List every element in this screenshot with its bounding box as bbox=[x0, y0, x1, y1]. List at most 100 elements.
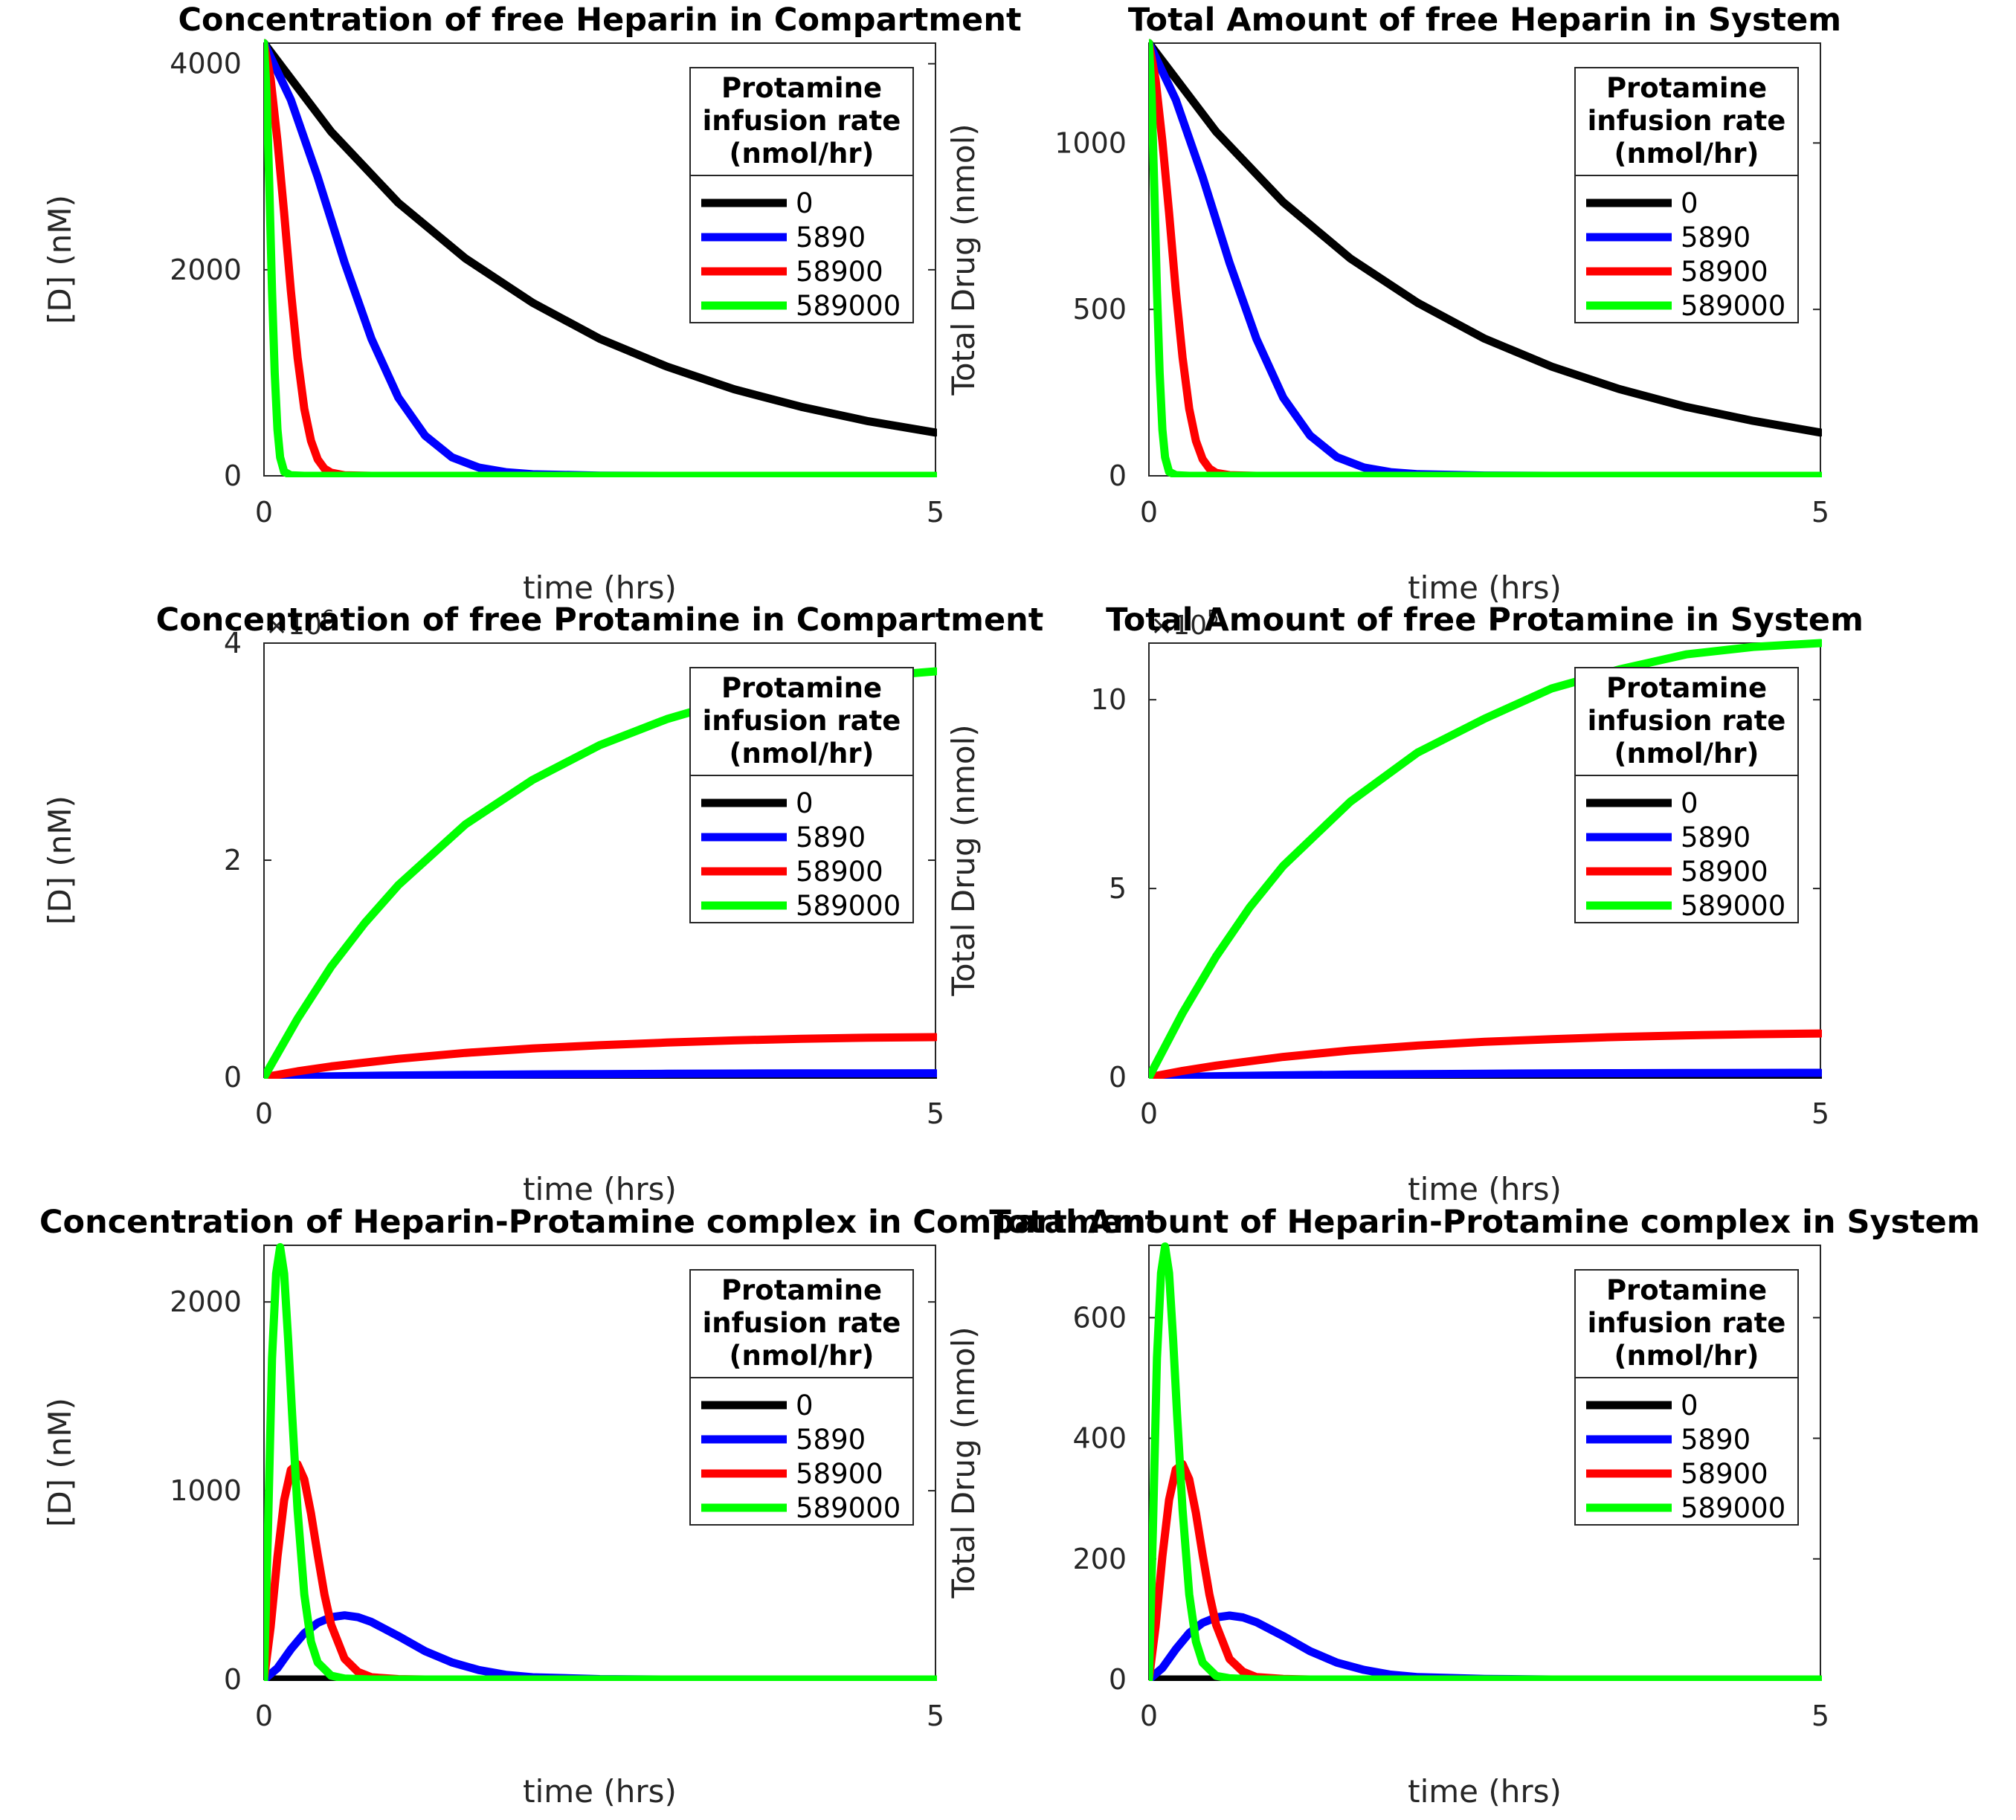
y-tick-label: 0 bbox=[1109, 1663, 1127, 1696]
y-tick-label: 500 bbox=[1072, 293, 1127, 326]
x-tick-label: 0 bbox=[1140, 1700, 1158, 1732]
legend-box bbox=[689, 667, 914, 923]
x-tick-label: 5 bbox=[1811, 1097, 1829, 1130]
legend-title-line: infusion rate bbox=[703, 105, 901, 137]
series-group bbox=[1149, 39, 1822, 477]
series-line-589000 bbox=[1149, 1242, 1822, 1681]
x-tick-label: 0 bbox=[255, 1097, 273, 1130]
x-axis-label: time (hrs) bbox=[523, 1773, 677, 1810]
legend-entry-58900: 58900 bbox=[796, 256, 883, 288]
legend-title-line: (nmol/hr) bbox=[730, 1340, 875, 1372]
legend-entry-0: 0 bbox=[1681, 1390, 1698, 1422]
y-tick-label: 0 bbox=[224, 459, 242, 492]
series-group bbox=[264, 1243, 937, 1681]
series-line-589000 bbox=[1149, 639, 1822, 1079]
legend-entry-5890: 5890 bbox=[1681, 222, 1751, 254]
y-tick-label: 1000 bbox=[1054, 126, 1127, 159]
y-tick-label: 0 bbox=[1109, 1061, 1127, 1094]
legend-entry-0: 0 bbox=[796, 1390, 814, 1422]
y-axis-label: Total Drug (nmol) bbox=[945, 1326, 982, 1598]
legend-entry-0: 0 bbox=[1681, 187, 1698, 219]
x-tick-label: 0 bbox=[1140, 496, 1158, 529]
series-line-5890 bbox=[1149, 1068, 1822, 1079]
series-line-58900 bbox=[264, 1033, 937, 1079]
legend-entry-58900: 58900 bbox=[1681, 856, 1768, 888]
y-tick-label: 2 bbox=[224, 844, 242, 877]
y-tick-label: 1000 bbox=[170, 1474, 242, 1507]
series-line-5890 bbox=[264, 1069, 937, 1079]
series-line-589000 bbox=[1149, 39, 1822, 477]
y-tick-label: 600 bbox=[1072, 1301, 1127, 1334]
legend-title-line: (nmol/hr) bbox=[730, 138, 875, 170]
legend-title-line: infusion rate bbox=[1588, 105, 1786, 137]
legend-title-line: Protamine bbox=[1606, 1274, 1767, 1306]
y-tick-label: 0 bbox=[1109, 459, 1127, 492]
legend-title-line: (nmol/hr) bbox=[1614, 738, 1759, 769]
y-tick-label: 0 bbox=[224, 1663, 242, 1696]
legend-entry-589000: 589000 bbox=[1681, 890, 1785, 922]
legend-title-line: Protamine bbox=[721, 72, 882, 104]
legend-entry-58900: 58900 bbox=[796, 1458, 883, 1490]
legend-entry-58900: 58900 bbox=[1681, 1458, 1768, 1490]
legend-title-line: (nmol/hr) bbox=[1614, 138, 1759, 170]
y-tick-label: 2000 bbox=[170, 1285, 242, 1318]
y-tick-label: 4 bbox=[224, 627, 242, 659]
legend-entry-589000: 589000 bbox=[796, 290, 901, 322]
chart-title: Concentration of free Heparin in Compart… bbox=[178, 1, 1022, 39]
series-line-0 bbox=[264, 39, 937, 437]
legend-box bbox=[689, 67, 914, 323]
x-axis-label: time (hrs) bbox=[1408, 569, 1562, 606]
chart-panel-5: 0 1000 2000 0 5 Concentration of Heparin-Prot… bbox=[39, 1204, 1160, 1810]
legend-title-line: Protamine bbox=[721, 1274, 882, 1306]
y-tick-label: 400 bbox=[1072, 1422, 1127, 1455]
series-group bbox=[1149, 1242, 1822, 1681]
chart-title: Total Amount of free Heparin in System bbox=[1128, 1, 1841, 39]
legend-title-line: infusion rate bbox=[703, 705, 901, 737]
x-axis-label: time (hrs) bbox=[1408, 1171, 1562, 1207]
legend-box bbox=[1574, 667, 1799, 923]
legend-title-line: (nmol/hr) bbox=[730, 738, 875, 769]
x-axis-label: time (hrs) bbox=[1408, 1773, 1562, 1810]
chart-title: Total Amount of Heparin-Protamine comple… bbox=[989, 1204, 1980, 1241]
y-tick-label: 2000 bbox=[170, 254, 242, 286]
legend-title-line: Protamine bbox=[1606, 72, 1767, 104]
series-group bbox=[1149, 639, 1822, 1079]
series-line-589000 bbox=[264, 1243, 937, 1681]
chart-panel-2: 0 500 1000 0 5 Total Amount of free Heparin i… bbox=[945, 1, 1841, 606]
legend-title-line: Protamine bbox=[721, 672, 882, 704]
legend-title-line: (nmol/hr) bbox=[1614, 1340, 1759, 1372]
y-tick-label: 5 bbox=[1109, 872, 1127, 905]
legend-entry-58900: 58900 bbox=[796, 856, 883, 888]
legend-entry-58900: 58900 bbox=[1681, 256, 1768, 288]
y-axis-label: [D] (nM) bbox=[42, 1398, 78, 1527]
x-tick-label: 5 bbox=[1811, 1700, 1829, 1732]
y-tick-label: 4000 bbox=[170, 48, 242, 80]
legend-entry-5890: 5890 bbox=[1681, 822, 1751, 853]
chart-title: Total Amount of free Protamine in System bbox=[1106, 601, 1864, 639]
x-tick-label: 0 bbox=[1140, 1097, 1158, 1130]
y-tick-label: 0 bbox=[224, 1061, 242, 1094]
y-tick-label: 10 bbox=[1091, 683, 1127, 716]
chart-title: Concentration of Heparin-Protamine compl… bbox=[39, 1204, 1160, 1241]
x-axis-label: time (hrs) bbox=[523, 569, 677, 606]
y-axis-label: Total Drug (nmol) bbox=[945, 724, 982, 996]
x-tick-label: 5 bbox=[927, 1700, 944, 1732]
legend-entry-589000: 589000 bbox=[1681, 1492, 1785, 1524]
chart-title: Concentration of free Protamine in Compa… bbox=[156, 601, 1044, 639]
legend-entry-5890: 5890 bbox=[1681, 1424, 1751, 1456]
series-line-58900 bbox=[1149, 1029, 1822, 1079]
x-axis-label: time (hrs) bbox=[523, 1171, 677, 1207]
legend-entry-5890: 5890 bbox=[796, 222, 866, 254]
x-tick-label: 0 bbox=[255, 496, 273, 529]
legend-box bbox=[689, 1269, 914, 1526]
y-axis-label: [D] (nM) bbox=[42, 796, 78, 925]
x-tick-label: 5 bbox=[1811, 496, 1829, 529]
legend-entry-0: 0 bbox=[1681, 787, 1698, 819]
